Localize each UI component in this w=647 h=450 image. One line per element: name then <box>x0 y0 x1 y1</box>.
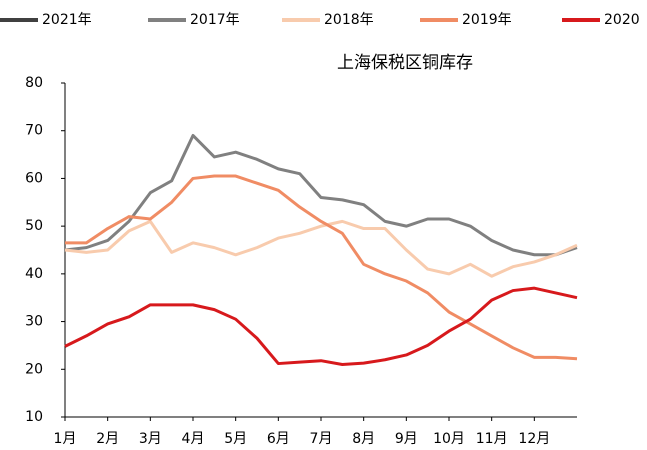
y-tick-label: 60 <box>25 170 43 186</box>
y-tick-label: 40 <box>25 266 43 282</box>
x-tick-label: 6月 <box>267 431 290 447</box>
legend-label: 2021年 <box>42 12 92 28</box>
x-tick-label: 10月 <box>433 431 465 447</box>
x-tick-label: 5月 <box>224 431 247 447</box>
chart-title: 上海保税区铜库存 <box>337 53 473 73</box>
legend-label: 2017年 <box>190 12 240 28</box>
series-line <box>65 174 578 361</box>
y-tick-label: 20 <box>25 361 43 377</box>
x-tick-label: 11月 <box>476 431 508 447</box>
x-tick-label: 12月 <box>518 431 550 447</box>
legend-label: 2020 <box>604 12 640 28</box>
x-tick-label: 9月 <box>395 431 418 447</box>
y-tick-label: 50 <box>25 218 43 234</box>
series-line <box>64 133 578 257</box>
x-tick-label: 2月 <box>96 431 119 447</box>
series-line <box>64 219 578 278</box>
legend-label: 2018年 <box>324 12 374 28</box>
x-tick-label: 8月 <box>352 431 375 447</box>
x-tick-label: 3月 <box>139 431 162 447</box>
y-tick-label: 80 <box>25 75 43 91</box>
y-tick-label: 70 <box>25 123 43 139</box>
series-line <box>64 286 578 367</box>
x-tick-label: 7月 <box>310 431 333 447</box>
y-tick-label: 10 <box>25 409 43 425</box>
y-tick-label: 30 <box>25 314 43 330</box>
x-tick-label: 4月 <box>182 431 205 447</box>
legend-label: 2019年 <box>462 12 512 28</box>
x-tick-label: 1月 <box>54 431 77 447</box>
